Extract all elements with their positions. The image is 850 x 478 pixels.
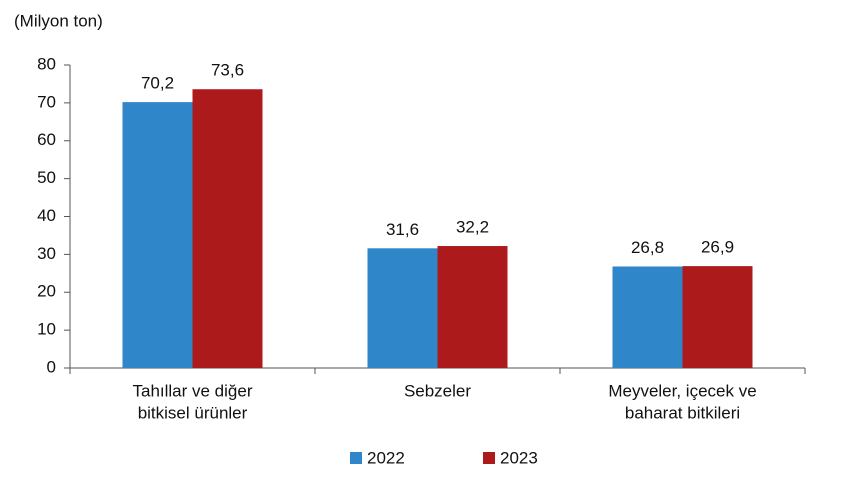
- bar: [367, 248, 438, 368]
- bar: [682, 266, 753, 368]
- value-label: 73,6: [211, 61, 244, 80]
- bar: [612, 266, 683, 368]
- legend-swatch: [350, 452, 362, 464]
- legend-label: 2022: [367, 448, 405, 467]
- x-tick-label: Meyveler, içecek ve: [608, 381, 756, 400]
- x-tick-label: bitkisel ürünler: [138, 403, 248, 422]
- y-tick-label: 0: [47, 357, 56, 376]
- y-tick-label: 50: [37, 168, 56, 187]
- y-tick-label: 40: [37, 206, 56, 225]
- y-tick-label: 30: [37, 244, 56, 263]
- y-axis-label: (Milyon ton): [14, 11, 103, 30]
- value-label: 26,9: [701, 238, 734, 257]
- bar: [122, 102, 193, 369]
- bar: [437, 246, 508, 368]
- bar: [192, 89, 263, 369]
- x-tick-label: baharat bitkileri: [625, 403, 740, 422]
- legend-swatch: [483, 452, 495, 464]
- y-tick-label: 10: [37, 320, 56, 339]
- x-tick-label: Tahıllar ve diğer: [132, 381, 252, 400]
- x-tick-label: Sebzeler: [404, 381, 471, 400]
- value-label: 32,2: [456, 218, 489, 237]
- value-label: 70,2: [141, 74, 174, 93]
- legend-label: 2023: [500, 448, 538, 467]
- value-label: 31,6: [386, 220, 419, 239]
- y-tick-label: 80: [37, 54, 56, 73]
- y-tick-label: 70: [37, 92, 56, 111]
- y-tick-label: 60: [37, 130, 56, 149]
- y-tick-label: 20: [37, 282, 56, 301]
- value-label: 26,8: [631, 238, 664, 257]
